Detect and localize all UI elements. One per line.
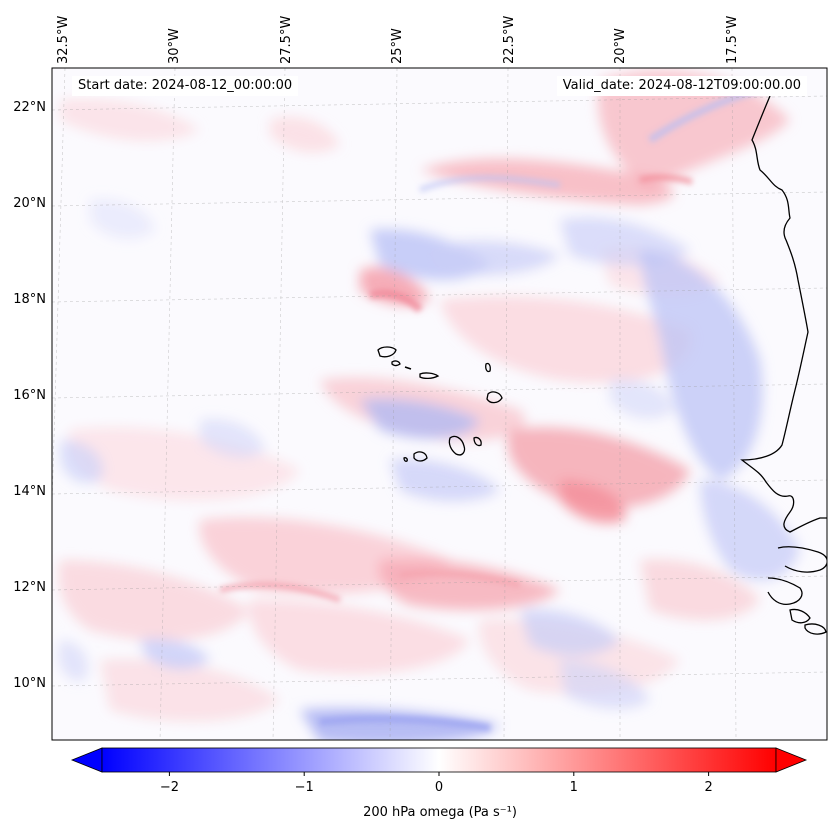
colorbar-label: 200 hPa omega (Pa s⁻¹) [363,805,517,820]
colorbar: −2 −1 0 1 2 [70,747,808,795]
lat-label: 16°N [13,388,46,403]
map-plot-area [52,68,827,740]
lon-label: 30°W [167,28,182,64]
lon-label: 27.5°W [279,16,294,64]
lat-label: 12°N [13,580,46,595]
plot-frame [51,67,828,741]
island-sal [485,362,491,373]
colorbar-tick-label: 1 [570,780,578,795]
coastlines [377,95,827,635]
island-sao-vicente [391,360,401,367]
colorbar-tick-label: −1 [295,780,314,795]
island-santo-antao [377,346,397,358]
colorbar-extend-low [70,747,103,773]
longitude-labels: 32.5°W 30°W 27.5°W 25°W 22.5°W 20°W 17.5… [56,16,740,64]
lon-label: 17.5°W [725,16,740,64]
gridlines [52,68,827,740]
island-fogo [413,451,428,462]
lon-label: 32.5°W [56,16,71,64]
omega-field [58,70,800,740]
lon-label: 25°W [390,28,405,64]
colorbar-tick-label: 2 [704,780,712,795]
lat-label: 22°N [13,100,46,115]
island-santiago [448,435,466,456]
colorbar-tick-label: 0 [435,780,443,795]
island-maio [473,436,482,447]
colorbar-bar [101,747,777,773]
colorbar-tick-label: −2 [160,780,179,795]
island-brava [403,457,408,462]
lat-label: 20°N [13,196,46,211]
lat-label: 18°N [13,292,46,307]
africa-coastline [740,95,827,533]
island-sao-nicolau [419,372,440,380]
lon-label: 22.5°W [502,16,517,64]
lat-label: 10°N [13,676,46,691]
start-date-label: Start date: 2024-08-12_00:00:00 [72,76,299,96]
island-boa-vista [486,391,503,404]
latitude-labels: 22°N 20°N 18°N 16°N 14°N 12°N 10°N [13,100,46,691]
lat-label: 14°N [13,484,46,499]
colorbar-extend-high [775,747,808,773]
colorbar-ticks: −2 −1 0 1 2 [160,772,713,795]
valid-date-label: Valid_date: 2024-08-12T09:00:00.00 [556,76,807,96]
lon-label: 20°W [613,28,628,64]
